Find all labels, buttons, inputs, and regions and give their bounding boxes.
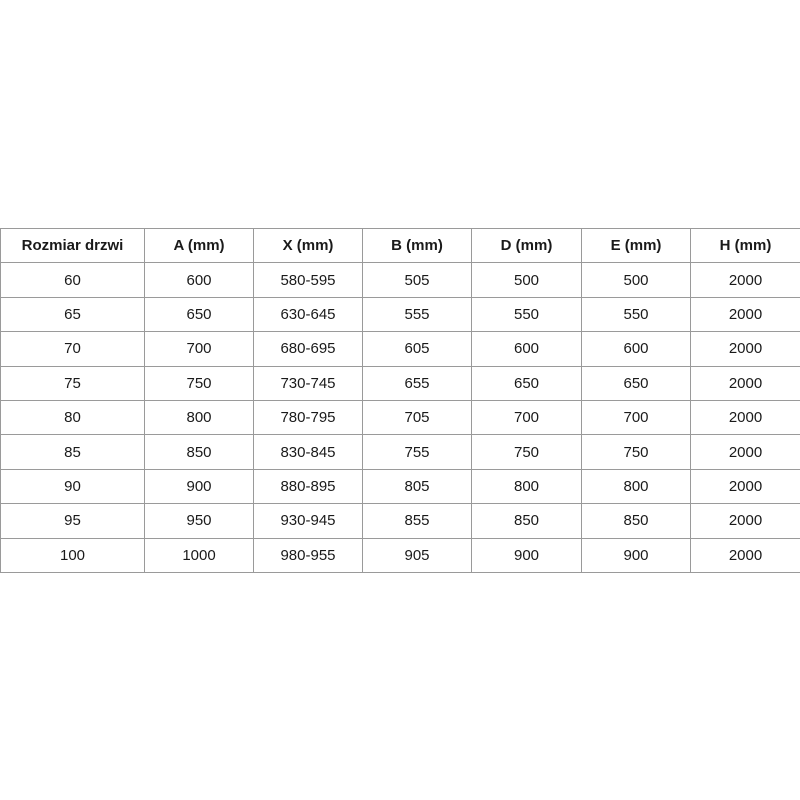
table-cell: 905: [362, 537, 472, 573]
table-cell: 750: [581, 434, 691, 470]
table-cell: 655: [362, 365, 472, 401]
table-cell: 500: [581, 262, 691, 298]
table-cell: 550: [581, 296, 691, 333]
table-cell: 900: [471, 537, 582, 573]
table-cell: 650: [471, 365, 582, 401]
table-cell: 650: [581, 365, 691, 401]
table-cell: 680-695: [253, 331, 363, 367]
table-cell: 855: [362, 503, 472, 539]
table-cell: 700: [581, 399, 691, 436]
column-header: B (mm): [362, 227, 472, 264]
table-cell: 580-595: [253, 262, 363, 298]
column-header: D (mm): [471, 227, 582, 264]
table-cell: 600: [471, 331, 582, 367]
table-cell: 90: [0, 468, 145, 505]
table-cell: 65: [0, 296, 145, 333]
table-cell: 600: [144, 262, 254, 298]
table-cell: 900: [144, 468, 254, 505]
table-cell: 830-845: [253, 434, 363, 470]
table-cell: 805: [362, 468, 472, 505]
column-header: H (mm): [690, 227, 800, 264]
table-cell: 700: [144, 331, 254, 367]
table-cell: 2000: [690, 537, 800, 573]
table-cell: 2000: [690, 468, 800, 505]
table-row: 85 850 830-845 755 750 750 2000: [0, 434, 800, 470]
table-cell: 2000: [690, 434, 800, 470]
table-row: 90 900 880-895 805 800 800 2000: [0, 468, 800, 505]
column-header: Rozmiar drzwi: [0, 227, 145, 264]
table-row: 80 800 780-795 705 700 700 2000: [0, 399, 800, 436]
table-cell: 850: [581, 503, 691, 539]
table-cell: 75: [0, 365, 145, 401]
table-cell: 650: [144, 296, 254, 333]
table-cell: 850: [144, 434, 254, 470]
table-cell: 900: [581, 537, 691, 573]
table-cell: 605: [362, 331, 472, 367]
table-cell: 505: [362, 262, 472, 298]
table-cell: 2000: [690, 365, 800, 401]
table-cell: 630-645: [253, 296, 363, 333]
table-cell: 80: [0, 399, 145, 436]
table-header-row: Rozmiar drzwi A (mm) X (mm) B (mm) D (mm) E (…: [0, 227, 800, 264]
table-row: 60 600 580-595 505 500 500 2000: [0, 262, 800, 298]
table-cell: 780-795: [253, 399, 363, 436]
door-size-table: Rozmiar drzwi A (mm) X (mm) B (mm) D (mm) E (…: [0, 227, 800, 573]
table-cell: 2000: [690, 331, 800, 367]
table-cell: 85: [0, 434, 145, 470]
table-cell: 550: [471, 296, 582, 333]
table-cell: 2000: [690, 262, 800, 298]
column-header: A (mm): [144, 227, 254, 264]
table-row: 65 650 630-645 555 550 550 2000: [0, 296, 800, 333]
table-cell: 950: [144, 503, 254, 539]
table-cell: 2000: [690, 399, 800, 436]
table-cell: 930-945: [253, 503, 363, 539]
table-row: 70 700 680-695 605 600 600 2000: [0, 331, 800, 367]
column-header: E (mm): [581, 227, 691, 264]
table-cell: 555: [362, 296, 472, 333]
table-cell: 880-895: [253, 468, 363, 505]
table-cell: 800: [581, 468, 691, 505]
table-cell: 95: [0, 503, 145, 539]
column-header: X (mm): [253, 227, 363, 264]
table-row: 95 950 930-945 855 850 850 2000: [0, 503, 800, 539]
table-cell: 100: [0, 537, 145, 573]
table-row: 75 750 730-745 655 650 650 2000: [0, 365, 800, 401]
table-cell: 850: [471, 503, 582, 539]
table-cell: 2000: [690, 296, 800, 333]
table-cell: 500: [471, 262, 582, 298]
table-cell: 730-745: [253, 365, 363, 401]
table-cell: 800: [471, 468, 582, 505]
table-cell: 60: [0, 262, 145, 298]
table-cell: 750: [144, 365, 254, 401]
table-cell: 600: [581, 331, 691, 367]
table-cell: 755: [362, 434, 472, 470]
table-cell: 800: [144, 399, 254, 436]
table-cell: 1000: [144, 537, 254, 573]
table-cell: 2000: [690, 503, 800, 539]
table-row: 100 1000 980-955 905 900 900 2000: [0, 537, 800, 573]
table-cell: 700: [471, 399, 582, 436]
table-cell: 750: [471, 434, 582, 470]
table-cell: 705: [362, 399, 472, 436]
table-cell: 980-955: [253, 537, 363, 573]
table-cell: 70: [0, 331, 145, 367]
